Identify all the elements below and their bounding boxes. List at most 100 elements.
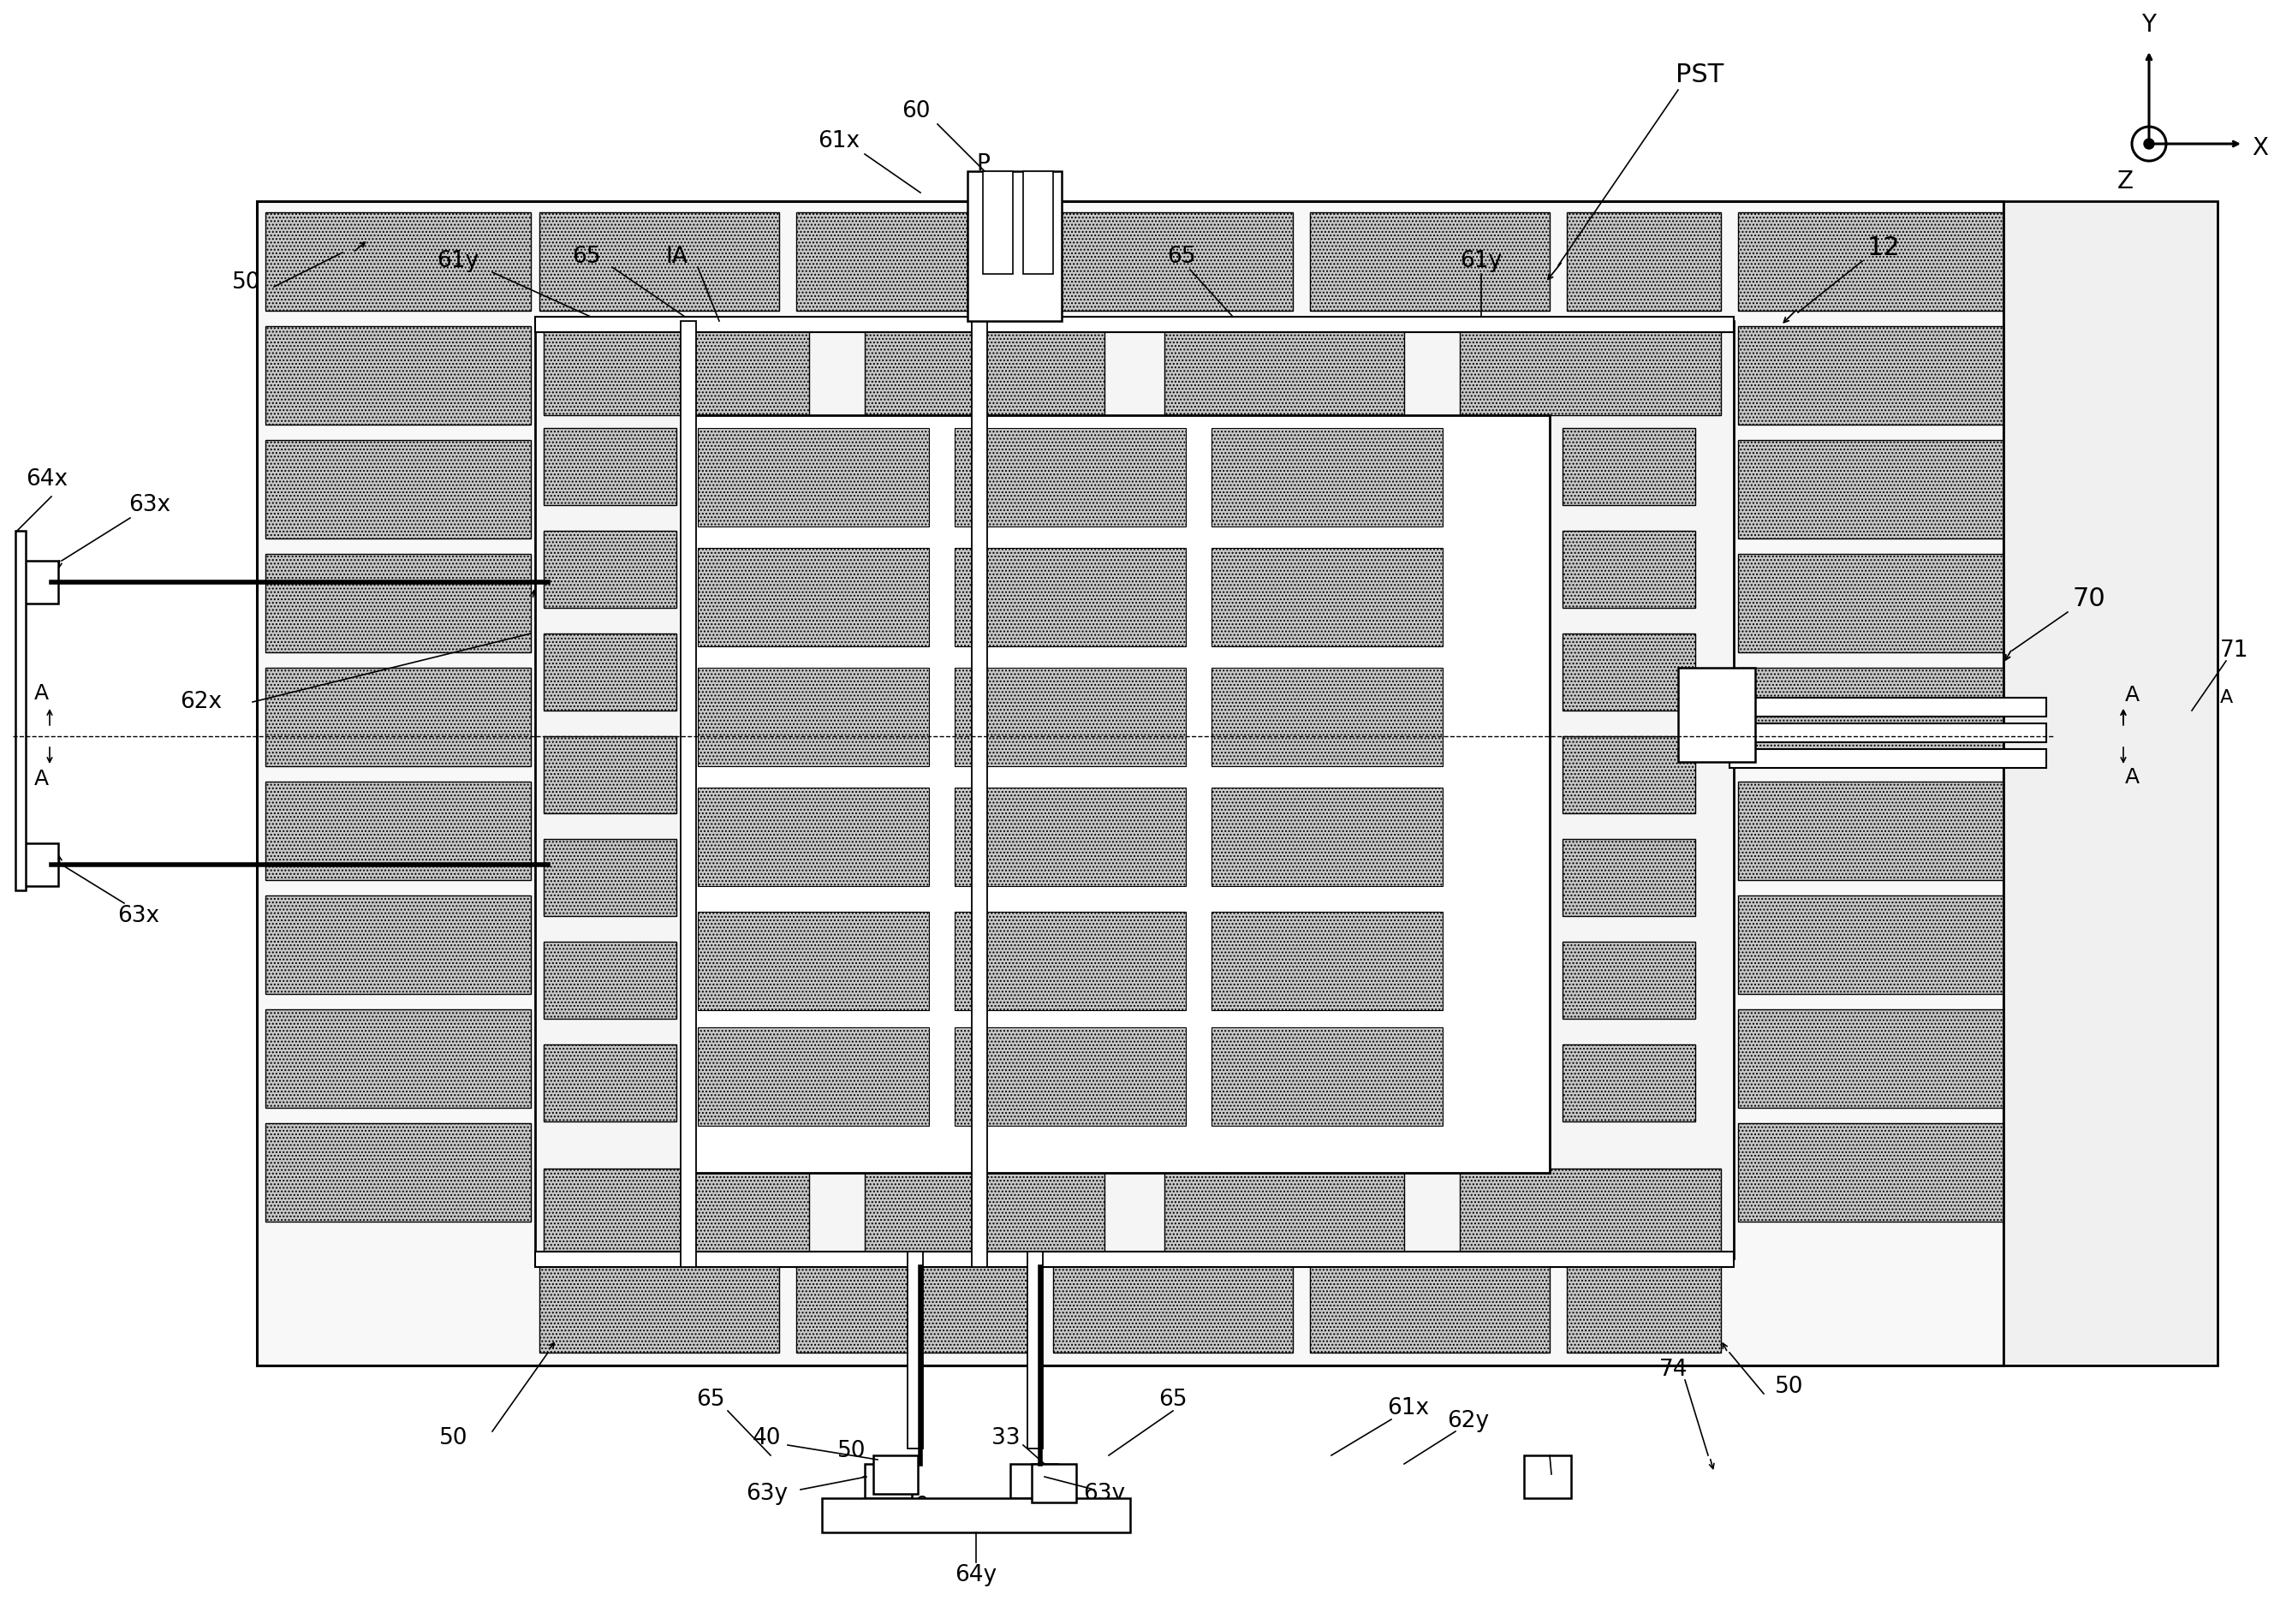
Bar bbox=[1011, 1463, 1057, 1499]
Bar bbox=[266, 326, 532, 424]
Text: 65: 65 bbox=[1160, 1389, 1187, 1411]
Bar bbox=[543, 736, 676, 814]
Bar bbox=[1730, 698, 2047, 716]
Circle shape bbox=[2143, 138, 2154, 149]
Bar bbox=[1027, 1252, 1043, 1449]
Bar bbox=[1737, 667, 2003, 767]
Bar bbox=[956, 667, 1185, 767]
Text: IA: IA bbox=[665, 245, 688, 268]
Bar bbox=[1563, 942, 1696, 1018]
Bar bbox=[795, 1254, 1036, 1353]
Text: 61y: 61y bbox=[438, 250, 479, 273]
Text: A: A bbox=[2219, 689, 2232, 706]
Bar bbox=[956, 911, 1185, 1010]
Bar bbox=[1737, 326, 2003, 424]
Bar bbox=[23, 560, 57, 604]
Bar bbox=[543, 531, 676, 607]
Bar bbox=[543, 840, 676, 916]
Bar bbox=[1164, 330, 1405, 416]
Bar bbox=[1212, 547, 1442, 646]
Text: 63x: 63x bbox=[117, 905, 160, 927]
Text: 65: 65 bbox=[1167, 245, 1196, 268]
Bar bbox=[1678, 667, 1756, 762]
Bar bbox=[1563, 633, 1696, 711]
Bar bbox=[1212, 788, 1442, 887]
Text: 63y: 63y bbox=[747, 1483, 788, 1505]
Bar bbox=[257, 201, 2003, 1366]
Bar bbox=[864, 330, 1105, 416]
Bar bbox=[1524, 1455, 1570, 1499]
Text: 71: 71 bbox=[2221, 640, 2248, 661]
Bar bbox=[697, 911, 928, 1010]
Bar bbox=[972, 322, 988, 1267]
Text: PST: PST bbox=[1675, 63, 1724, 88]
Bar bbox=[543, 633, 676, 711]
Text: A: A bbox=[2125, 685, 2138, 705]
Text: 63x: 63x bbox=[128, 494, 172, 516]
Text: 50: 50 bbox=[837, 1440, 866, 1462]
Bar bbox=[266, 781, 532, 880]
Bar bbox=[823, 1499, 1130, 1533]
Bar bbox=[1737, 895, 2003, 994]
Bar bbox=[697, 1028, 928, 1125]
Bar bbox=[1563, 736, 1696, 814]
Bar bbox=[266, 213, 532, 310]
Text: 40: 40 bbox=[752, 1427, 782, 1449]
Bar bbox=[1737, 1010, 2003, 1108]
Bar bbox=[1052, 213, 1293, 310]
Bar bbox=[1311, 1254, 1549, 1353]
Bar bbox=[1568, 213, 1721, 310]
Text: 63y: 63y bbox=[1084, 1483, 1125, 1505]
Text: 61x: 61x bbox=[818, 130, 860, 153]
Bar bbox=[23, 843, 57, 887]
Bar bbox=[1737, 213, 2003, 310]
Bar bbox=[539, 213, 779, 310]
Bar bbox=[956, 788, 1185, 887]
Bar bbox=[266, 554, 532, 653]
Text: 50: 50 bbox=[1027, 1496, 1054, 1518]
Text: 50: 50 bbox=[1774, 1376, 1804, 1398]
Text: 62x: 62x bbox=[181, 690, 222, 713]
Text: Y: Y bbox=[2141, 13, 2157, 37]
Text: A: A bbox=[2125, 767, 2138, 788]
Bar bbox=[685, 416, 1549, 1173]
Bar bbox=[543, 429, 676, 505]
Bar bbox=[956, 547, 1185, 646]
Bar bbox=[266, 667, 532, 767]
Bar bbox=[795, 213, 1036, 310]
Bar bbox=[697, 667, 928, 767]
Text: 12: 12 bbox=[1868, 235, 1900, 261]
Bar bbox=[543, 1169, 809, 1254]
Bar bbox=[1311, 213, 1549, 310]
Bar bbox=[1730, 723, 2047, 742]
Bar bbox=[1563, 531, 1696, 607]
Bar bbox=[697, 429, 928, 526]
Text: 61x: 61x bbox=[1387, 1397, 1430, 1419]
Bar bbox=[1737, 554, 2003, 653]
Bar bbox=[543, 1044, 676, 1122]
Bar bbox=[908, 1252, 924, 1449]
Bar bbox=[1212, 1028, 1442, 1125]
Bar bbox=[1031, 1463, 1077, 1502]
Bar bbox=[266, 1124, 532, 1221]
Bar bbox=[1212, 667, 1442, 767]
Bar bbox=[1052, 1254, 1293, 1353]
Bar bbox=[697, 788, 928, 887]
Text: 73: 73 bbox=[1540, 1475, 1568, 1496]
Bar bbox=[534, 317, 1733, 333]
Text: 33: 33 bbox=[992, 1427, 1020, 1449]
Bar bbox=[1022, 171, 1052, 274]
Bar bbox=[1212, 429, 1442, 526]
Bar bbox=[1212, 911, 1442, 1010]
Bar bbox=[1460, 330, 1721, 416]
Bar bbox=[2003, 201, 2219, 1366]
Bar bbox=[539, 1254, 779, 1353]
Bar bbox=[1730, 749, 2047, 768]
Bar bbox=[1563, 1044, 1696, 1122]
Bar bbox=[266, 895, 532, 994]
Bar bbox=[864, 1463, 912, 1499]
Text: 65: 65 bbox=[573, 245, 601, 268]
Bar bbox=[543, 330, 809, 416]
Bar bbox=[1737, 440, 2003, 539]
Text: 50: 50 bbox=[231, 271, 261, 294]
